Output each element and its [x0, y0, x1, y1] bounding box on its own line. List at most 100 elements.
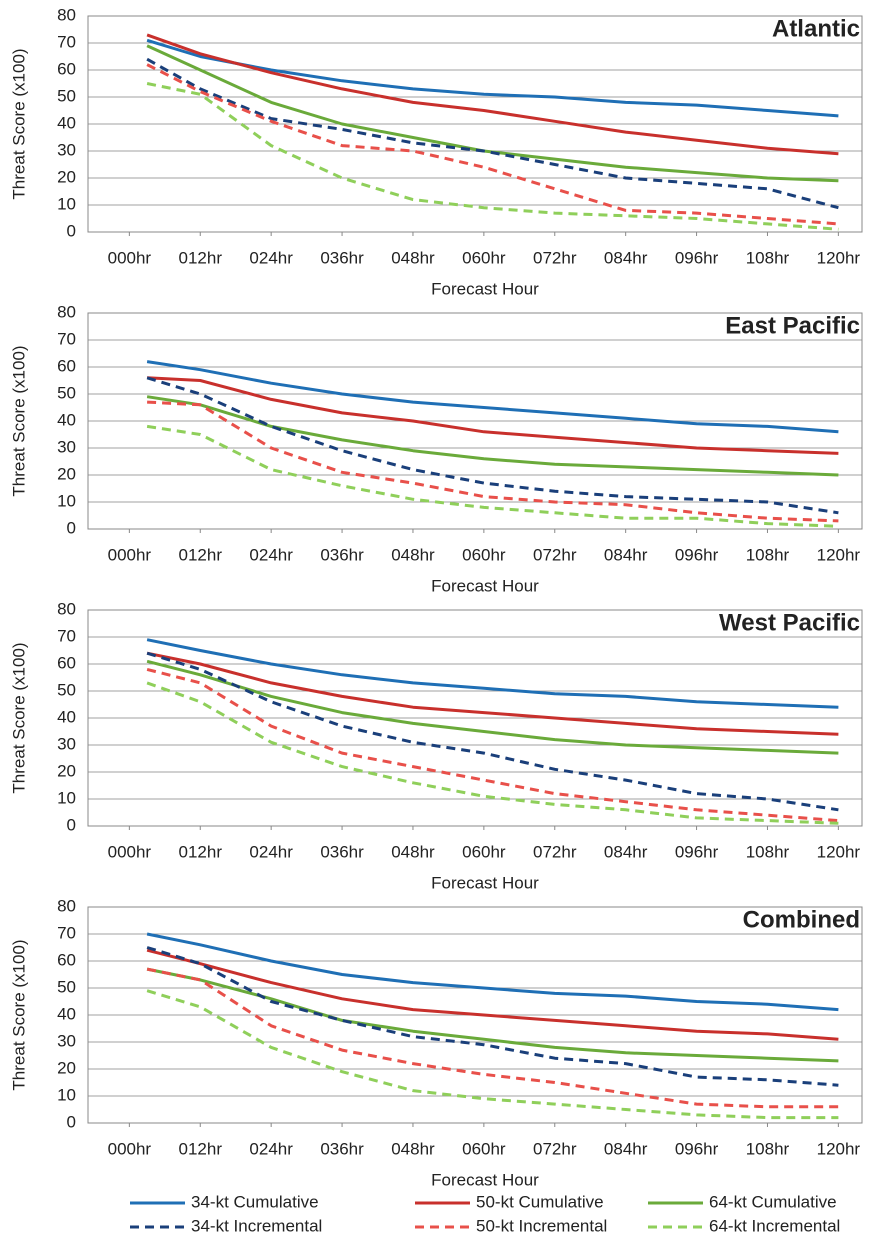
y-tick-label: 60 [57, 356, 76, 375]
series-line [146, 946, 839, 1087]
y-tick-label: 40 [57, 707, 76, 726]
y-tick-label: 30 [57, 437, 76, 456]
series-line [146, 360, 839, 434]
x-tick-label: 108hr [746, 248, 790, 267]
y-tick-label: 30 [57, 734, 76, 753]
y-tick-label: 40 [57, 113, 76, 132]
series-line [146, 651, 839, 736]
y-tick-label: 70 [57, 923, 76, 942]
x-tick-label: 000hr [108, 545, 152, 564]
y-tick-label: 20 [57, 761, 76, 780]
legend-label: 50-kt Incremental [476, 1216, 607, 1235]
series-line [146, 681, 839, 825]
x-axis-label: Forecast Hour [431, 279, 539, 298]
plot-frame [87, 312, 863, 530]
series-line [146, 948, 839, 1041]
x-tick-label: 108hr [746, 842, 790, 861]
x-tick-label: 024hr [249, 545, 293, 564]
x-tick-label: 072hr [533, 842, 577, 861]
x-tick-label: 084hr [604, 545, 648, 564]
y-tick-label: 60 [57, 950, 76, 969]
legend-label: 64-kt Incremental [709, 1216, 840, 1235]
x-axis-label: Forecast Hour [431, 873, 539, 892]
series-line [146, 38, 839, 118]
y-tick-label: 70 [57, 329, 76, 348]
x-tick-label: 096hr [675, 248, 719, 267]
y-tick-label: 70 [57, 626, 76, 645]
series-line [146, 659, 839, 755]
y-tick-label: 40 [57, 410, 76, 429]
series-line [146, 33, 839, 156]
x-tick-label: 084hr [604, 1139, 648, 1158]
series-line [146, 57, 839, 210]
x-tick-label: 108hr [746, 1139, 790, 1158]
y-tick-label: 50 [57, 383, 76, 402]
chart-title: West Pacific [719, 609, 860, 636]
x-tick-label: 096hr [675, 1139, 719, 1158]
x-tick-label: 084hr [604, 248, 648, 267]
x-tick-label: 000hr [108, 1139, 152, 1158]
y-tick-label: 80 [57, 5, 76, 24]
series-line [146, 82, 839, 231]
x-axis-label: Forecast Hour [431, 576, 539, 595]
y-tick-label: 30 [57, 1031, 76, 1050]
series-line [146, 63, 839, 226]
chart-title: Atlantic [772, 15, 860, 42]
x-tick-label: 036hr [320, 545, 364, 564]
x-tick-label: 120hr [817, 545, 861, 564]
x-tick-label: 048hr [391, 842, 435, 861]
chart-title: East Pacific [725, 312, 860, 339]
x-tick-label: 060hr [462, 545, 506, 564]
y-tick-label: 0 [67, 221, 76, 240]
y-tick-label: 10 [57, 1085, 76, 1104]
series-line [147, 400, 839, 523]
x-tick-label: 096hr [675, 842, 719, 861]
plot-frame [87, 906, 863, 1124]
x-tick-label: 108hr [746, 545, 790, 564]
x-tick-label: 048hr [391, 1139, 435, 1158]
x-axis-label: Forecast Hour [431, 1170, 539, 1189]
legend-label: 34-kt Cumulative [191, 1192, 319, 1211]
y-axis-label: Threat Score (x100) [9, 642, 28, 793]
x-tick-label: 036hr [320, 248, 364, 267]
x-tick-label: 024hr [249, 842, 293, 861]
y-tick-label: 20 [57, 1058, 76, 1077]
chart-title: Combined [743, 906, 860, 933]
y-axis-label: Threat Score (x100) [9, 939, 28, 1090]
x-tick-label: 072hr [533, 1139, 577, 1158]
y-tick-label: 50 [57, 977, 76, 996]
series-line [146, 967, 839, 1109]
x-tick-label: 036hr [320, 1139, 364, 1158]
series-line [146, 395, 839, 477]
legend-label: 34-kt Incremental [191, 1216, 322, 1235]
y-tick-label: 30 [57, 140, 76, 159]
x-tick-label: 060hr [462, 842, 506, 861]
x-tick-label: 060hr [462, 1139, 506, 1158]
legend-label: 50-kt Cumulative [476, 1192, 604, 1211]
y-tick-label: 70 [57, 32, 76, 51]
y-tick-label: 10 [57, 194, 76, 213]
series-line [146, 638, 839, 709]
series-line [146, 932, 839, 1012]
y-tick-label: 10 [57, 491, 76, 510]
plot-frame [87, 609, 863, 827]
series-line [147, 376, 839, 455]
x-tick-label: 120hr [817, 1139, 861, 1158]
y-tick-label: 10 [57, 788, 76, 807]
series-line [146, 424, 839, 528]
y-tick-label: 40 [57, 1004, 76, 1023]
y-tick-label: 80 [57, 302, 76, 321]
y-tick-label: 20 [57, 167, 76, 186]
x-tick-label: 036hr [320, 842, 364, 861]
x-tick-label: 060hr [462, 248, 506, 267]
y-tick-label: 0 [67, 1112, 76, 1131]
series-line [146, 667, 839, 823]
y-tick-label: 60 [57, 59, 76, 78]
y-tick-label: 0 [67, 815, 76, 834]
y-tick-label: 60 [57, 653, 76, 672]
series-line [146, 651, 839, 812]
x-tick-label: 012hr [179, 842, 223, 861]
plot-frame [87, 15, 863, 233]
